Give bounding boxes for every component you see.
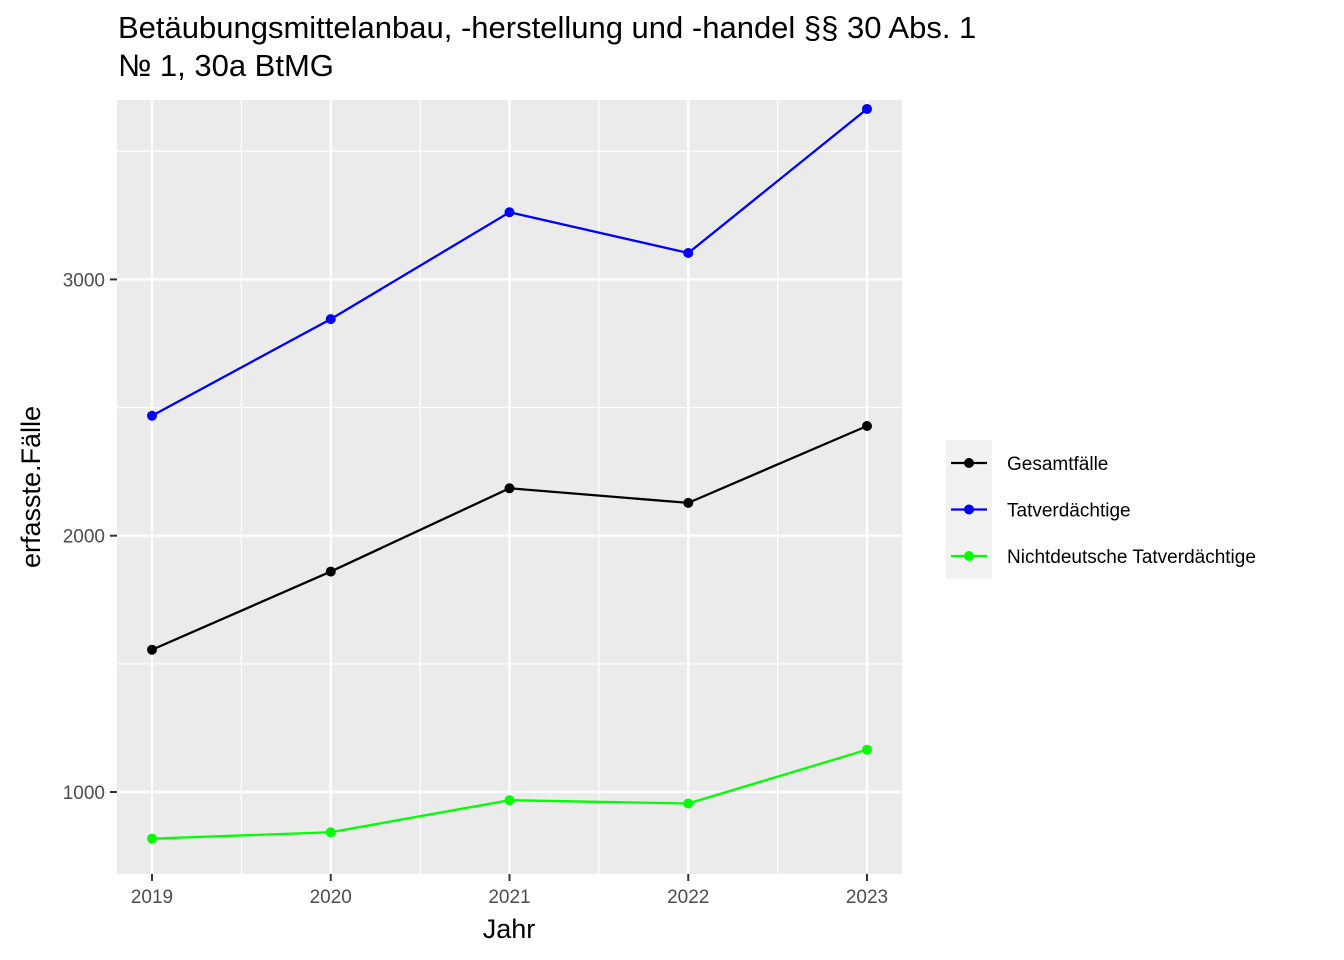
legend-label-tatverd-chtige: Tatverdächtige	[1007, 501, 1131, 522]
series-points	[147, 103, 872, 844]
data-point-tatverd-chtige	[862, 103, 872, 114]
x-tick-label: 2022	[667, 887, 709, 908]
data-point-gesamtf-lle	[862, 421, 872, 432]
data-point-nichtdeutsche-tatverd-chtige	[325, 827, 336, 838]
legend-label-nichtdeutsche-tatverd-chtige: Nichtdeutsche Tatverdächtige	[1007, 547, 1256, 568]
x-tick-label: 2021	[488, 887, 530, 908]
data-point-nichtdeutsche-tatverd-chtige	[147, 833, 157, 844]
data-point-gesamtf-lle	[325, 566, 336, 577]
data-point-tatverd-chtige	[683, 248, 694, 259]
data-point-gesamtf-lle	[683, 497, 694, 508]
y-axis: 1000 2000 3000	[63, 270, 117, 804]
legend-label-gesamtf-lle: Gesamtfälle	[1007, 454, 1108, 475]
data-point-nichtdeutsche-tatverd-chtige	[683, 798, 694, 809]
chart-title-line-2: № 1, 30a BtMG	[118, 48, 334, 83]
data-point-gesamtf-lle	[147, 644, 157, 655]
x-tick-label: 2023	[846, 887, 888, 908]
legend: Gesamtfälle Tatverdächtige Nichtdeutsche T…	[951, 454, 1256, 568]
y-axis-label: erfasste.Fälle	[16, 406, 46, 568]
data-point-nichtdeutsche-tatverd-chtige	[504, 795, 515, 806]
x-axis: 2019 2020 2021 2022 2023	[131, 874, 888, 908]
x-tick-label: 2020	[310, 887, 352, 908]
chart-title-line-1: Betäubungsmittelanbau, -herstellung und …	[118, 10, 977, 45]
y-tick-label: 3000	[63, 270, 105, 291]
y-tick-label: 1000	[63, 783, 105, 804]
data-point-gesamtf-lle	[504, 483, 515, 494]
x-tick-label: 2019	[131, 887, 173, 908]
y-tick-label: 2000	[63, 527, 105, 548]
legend-key-point-tatverd-chtige	[964, 504, 974, 515]
minor-gridlines-x	[240, 100, 779, 874]
data-point-tatverd-chtige	[325, 314, 336, 325]
x-axis-label: Jahr	[483, 914, 536, 944]
legend-key-point-gesamtf-lle	[964, 458, 974, 468]
legend-key-point-nichtdeutsche-tatverd-chtige	[964, 551, 974, 561]
data-point-tatverd-chtige	[147, 410, 157, 421]
data-point-nichtdeutsche-tatverd-chtige	[862, 744, 872, 755]
data-point-tatverd-chtige	[504, 207, 515, 218]
